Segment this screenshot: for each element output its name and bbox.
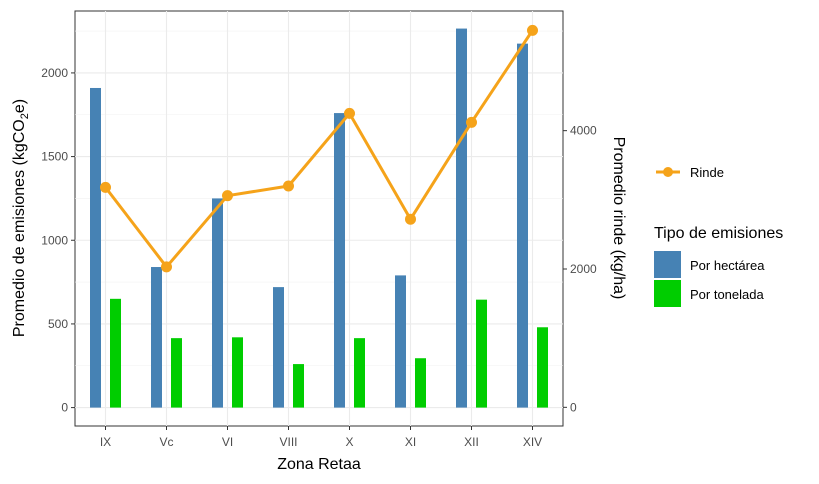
x-tick-label: VIII xyxy=(279,435,297,449)
point-rinde-viii xyxy=(283,180,294,192)
bar-por-tonelada-x xyxy=(354,338,365,408)
bar-por-hect-rea-xi xyxy=(395,275,406,408)
legend-por-tonelada-label: Por tonelada xyxy=(690,287,764,302)
y-tick-label: 2000 xyxy=(41,66,68,80)
y-tick-label: 0 xyxy=(61,401,68,415)
y2-tick-label: 2000 xyxy=(570,262,597,276)
point-rinde-vc xyxy=(161,261,172,273)
bar-por-tonelada-xii xyxy=(476,299,487,408)
bar-por-tonelada-ix xyxy=(110,298,121,408)
bar-por-hect-rea-viii xyxy=(273,287,284,408)
y-tick-label: 1500 xyxy=(41,150,68,164)
point-rinde-xii xyxy=(466,116,477,128)
x-axis-title: Zona Retaa xyxy=(277,456,361,473)
y2-tick-label: 4000 xyxy=(570,124,597,138)
y-axis-title-main: Promedio de emisiones (kgCO xyxy=(11,119,28,337)
point-rinde-xiv xyxy=(527,24,538,36)
rinde-line xyxy=(100,24,538,273)
point-rinde-xi xyxy=(405,213,416,225)
axis-ticks: 0 500 1000 1500 2000 IX Vc VI VIII X XI XII XIV 0 2000… xyxy=(41,66,597,449)
point-rinde-vi xyxy=(222,190,233,202)
x-tick-label: XI xyxy=(405,435,416,449)
line-rinde xyxy=(104,29,534,269)
legend-por-hectarea-swatch xyxy=(654,251,681,278)
x-tick-label: XIV xyxy=(523,435,542,449)
point-rinde-ix xyxy=(100,181,111,193)
x-tick-label: XII xyxy=(464,435,479,449)
legend-rinde-swatch-point xyxy=(663,167,673,177)
bar-por-tonelada-xiv xyxy=(537,327,548,408)
bars xyxy=(90,28,548,408)
x-tick-label: X xyxy=(345,435,353,449)
bar-por-hect-rea-xii xyxy=(456,28,467,408)
bar-por-tonelada-viii xyxy=(293,364,304,408)
point-rinde-x xyxy=(344,107,355,119)
y2-tick-label: 0 xyxy=(570,400,577,414)
legend-por-tonelada-swatch xyxy=(654,280,681,307)
x-tick-label: Vc xyxy=(159,435,173,449)
y-axis-title-subscript: 2 xyxy=(19,113,31,119)
bar-por-tonelada-xi xyxy=(415,358,426,408)
x-tick-label: VI xyxy=(222,435,233,449)
bar-por-hect-rea-x xyxy=(334,113,345,408)
bar-por-hect-rea-vc xyxy=(151,267,162,408)
y-tick-label: 1000 xyxy=(41,233,68,247)
bar-por-hect-rea-ix xyxy=(90,87,101,408)
bar-por-hect-rea-vi xyxy=(212,198,223,408)
legend-rinde-label: Rinde xyxy=(690,165,724,180)
legend-title: Tipo de emisiones xyxy=(654,225,783,242)
y-axis-title-end: e) xyxy=(11,99,28,113)
bar-por-hect-rea-xiv xyxy=(517,43,528,408)
legend-por-hectarea-label: Por hectárea xyxy=(690,258,765,273)
bar-por-tonelada-vi xyxy=(232,337,243,408)
y-axis-title: Promedio de emisiones (kgCO2e) xyxy=(11,99,31,337)
legend: Rinde Tipo de emisiones Por hectárea Por… xyxy=(654,165,783,307)
y-tick-label: 500 xyxy=(48,317,68,331)
y2-axis-title: Promedio rinde (kg/ha) xyxy=(610,137,627,300)
bar-por-tonelada-vc xyxy=(171,338,182,408)
x-tick-label: IX xyxy=(100,435,111,449)
